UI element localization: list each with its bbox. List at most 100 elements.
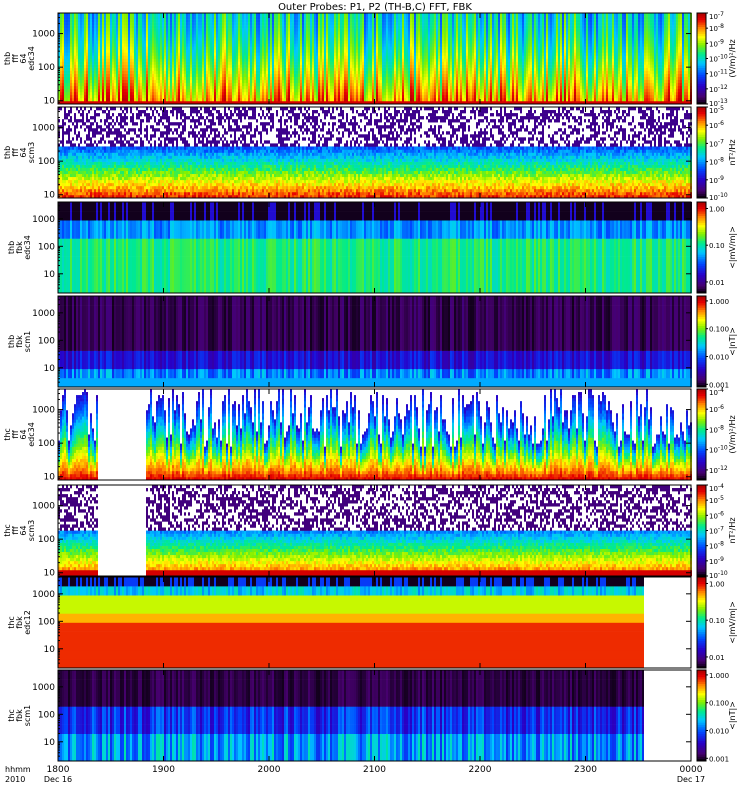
colorbar-label: <|mV/m|>: [728, 226, 737, 269]
y-tick-label: 10: [44, 569, 56, 579]
panel-p5: 100010010thcfff64edc3410-410-610-810-101…: [3, 387, 737, 483]
y-tick-label: 1000: [32, 683, 55, 693]
panel-p8: 100010010thcfbkscm11.0000.1000.0100.001<…: [7, 670, 737, 763]
x-tick-label: 1900: [152, 765, 175, 775]
colorbar-p1: 10-710-810-910-1010-1110-1210-13(V/m)²/H…: [697, 11, 737, 108]
y-tick-label: 1000: [32, 502, 55, 512]
colorbar-label: <|mV/m|>: [728, 601, 737, 644]
panel-p3: 1000 100 10 thbfbkedc34 1.00 0.10 0.01 <|mV/m|>: [7, 202, 737, 293]
panel-p4: 100010010thbfbkscm11.0000.1000.0100.001<…: [7, 296, 737, 389]
colorbar-tick-label: 10-4: [709, 483, 724, 493]
spectrogram-p5: [58, 389, 692, 480]
y-tick-label: 100: [38, 710, 55, 720]
colorbar-tick-label: 10-8: [709, 541, 724, 551]
y-tick-label: 1000: [32, 30, 55, 40]
panel-label: thbfff64edc34: [3, 46, 36, 71]
panel-p6: 100010010thcfff64scm310-410-510-610-710-…: [3, 483, 737, 580]
y-tick-label: 100: [38, 336, 55, 346]
y-tick-label: 1000: [32, 124, 55, 134]
y-tick-label: 100: [38, 617, 55, 627]
colorbar-tick-label: 10-9: [709, 556, 724, 566]
colorbar-tick-label: 10-9: [709, 175, 724, 185]
x-tick-label: 0000: [680, 765, 703, 775]
x-date-label: Dec 17: [677, 775, 705, 784]
colorbar-tick-label: 10-6: [709, 120, 724, 130]
y-tick-label: 10: [44, 364, 56, 374]
colorbar-tick-label: 10-12: [709, 84, 728, 94]
colorbar-tick-label: 1.00: [709, 580, 725, 588]
colorbar-label: (V/m)²/Hz: [728, 415, 737, 453]
colorbar-tick-label: 10-4: [709, 387, 724, 397]
colorbar-p3: 1.00 0.10 0.01 <|mV/m|>: [697, 202, 737, 293]
spectrogram-p1: [58, 13, 692, 104]
colorbar-tick-label: 1.000: [709, 672, 729, 680]
y-tick-label: 10: [44, 270, 56, 280]
x-date-label: Dec 16: [44, 775, 72, 784]
colorbar-label: <|nT|>: [728, 327, 737, 356]
spectrogram-p8: [58, 670, 644, 761]
colorbar-tick-label: 10-7: [709, 526, 724, 536]
y-tick-label: 10: [44, 645, 56, 655]
colorbar-tick-label: 10-5: [709, 495, 724, 505]
y-tick-label: 1000: [32, 215, 55, 225]
colorbar-tick-label: 0.100: [709, 700, 729, 708]
panel-p2: 100010010thbfff64scm310-510-610-710-810-…: [3, 105, 737, 202]
y-tick-label: 10: [44, 473, 56, 483]
panel-p1: 100010010thbfff64edc3410-710-810-910-101…: [3, 11, 737, 108]
spectrogram-p2: [58, 107, 692, 198]
y-tick-label: 10: [44, 97, 56, 107]
y-tick-label: 10: [44, 191, 56, 201]
panel-label: thcfbkscm1: [7, 705, 32, 726]
colorbar-tick-label: 10-10: [709, 570, 728, 580]
colorbar-p7: 1.000.100.01<|mV/m|>: [697, 577, 737, 668]
y-tick-label: 100: [38, 535, 55, 545]
colorbar-label: (V/m)²/Hz: [728, 39, 737, 77]
colorbar-tick-label: 10-5: [709, 105, 724, 115]
x-tick-label: 2200: [469, 765, 492, 775]
y-tick-label: 1000: [32, 590, 55, 600]
colorbar-tick-label: 1.00: [709, 205, 725, 213]
colorbar-tick-label: 1.000: [709, 298, 729, 306]
colorbar-tick-label: 0.010: [709, 728, 729, 736]
panel-label: thbfbkscm1: [7, 331, 32, 352]
colorbar-tick-label: 10-7: [709, 11, 724, 21]
y-tick-label: 100: [38, 242, 55, 252]
x-row-label: hhmm: [5, 765, 31, 774]
x-row-label: 2010: [5, 775, 25, 784]
x-tick-label: 2300: [574, 765, 597, 775]
colorbar-tick-label: 0.100: [709, 326, 729, 334]
colorbar-tick-label: 10-6: [709, 510, 724, 520]
y-tick-label: 100: [38, 63, 55, 73]
x-tick-label: 2100: [363, 765, 386, 775]
panel-label: thcfff64scm3: [3, 520, 36, 541]
colorbar-label: nT²/Hz: [728, 517, 737, 543]
y-tick-label: 1000: [32, 406, 55, 416]
spectrogram-p6: [58, 485, 692, 576]
colorbar-tick-label: 0.10: [709, 617, 725, 625]
y-tick-label: 1000: [32, 309, 55, 319]
colorbar-label: <|nT|>: [728, 701, 737, 730]
colorbar-p8: 1.000 0.100 0.010 0.001 <|nT|>: [697, 670, 737, 763]
colorbar-tick-label: 0.001: [709, 755, 729, 763]
spectrogram-p4: [58, 296, 692, 387]
colorbar-tick-label: 10-8: [709, 424, 724, 434]
colorbar-label: nT²/Hz: [728, 139, 737, 165]
y-tick-label: 100: [38, 157, 55, 167]
colorbar-tick-label: 10-6: [709, 404, 724, 414]
colorbar-tick-label: 10-7: [709, 138, 724, 148]
colorbar-p6: 10-4 10-5 10-6 10-7 10-8 10-9 10-10 nT²/Hz: [697, 483, 737, 580]
colorbar-tick-label: 10-10: [709, 54, 728, 64]
colorbar-tick-label: 0.10: [709, 242, 725, 250]
panel-label: thbfbkedc34: [7, 235, 32, 260]
panel-label: thbfff64scm3: [3, 142, 36, 163]
colorbar-tick-label: 10-10: [709, 445, 728, 455]
panels: 100010010thbfff64edc3410-710-810-910-101…: [3, 11, 737, 763]
colorbar-tick-label: 10-8: [709, 23, 724, 33]
spectrogram-p3: [58, 202, 692, 293]
colorbar-tick-label: 0.01: [709, 279, 725, 287]
